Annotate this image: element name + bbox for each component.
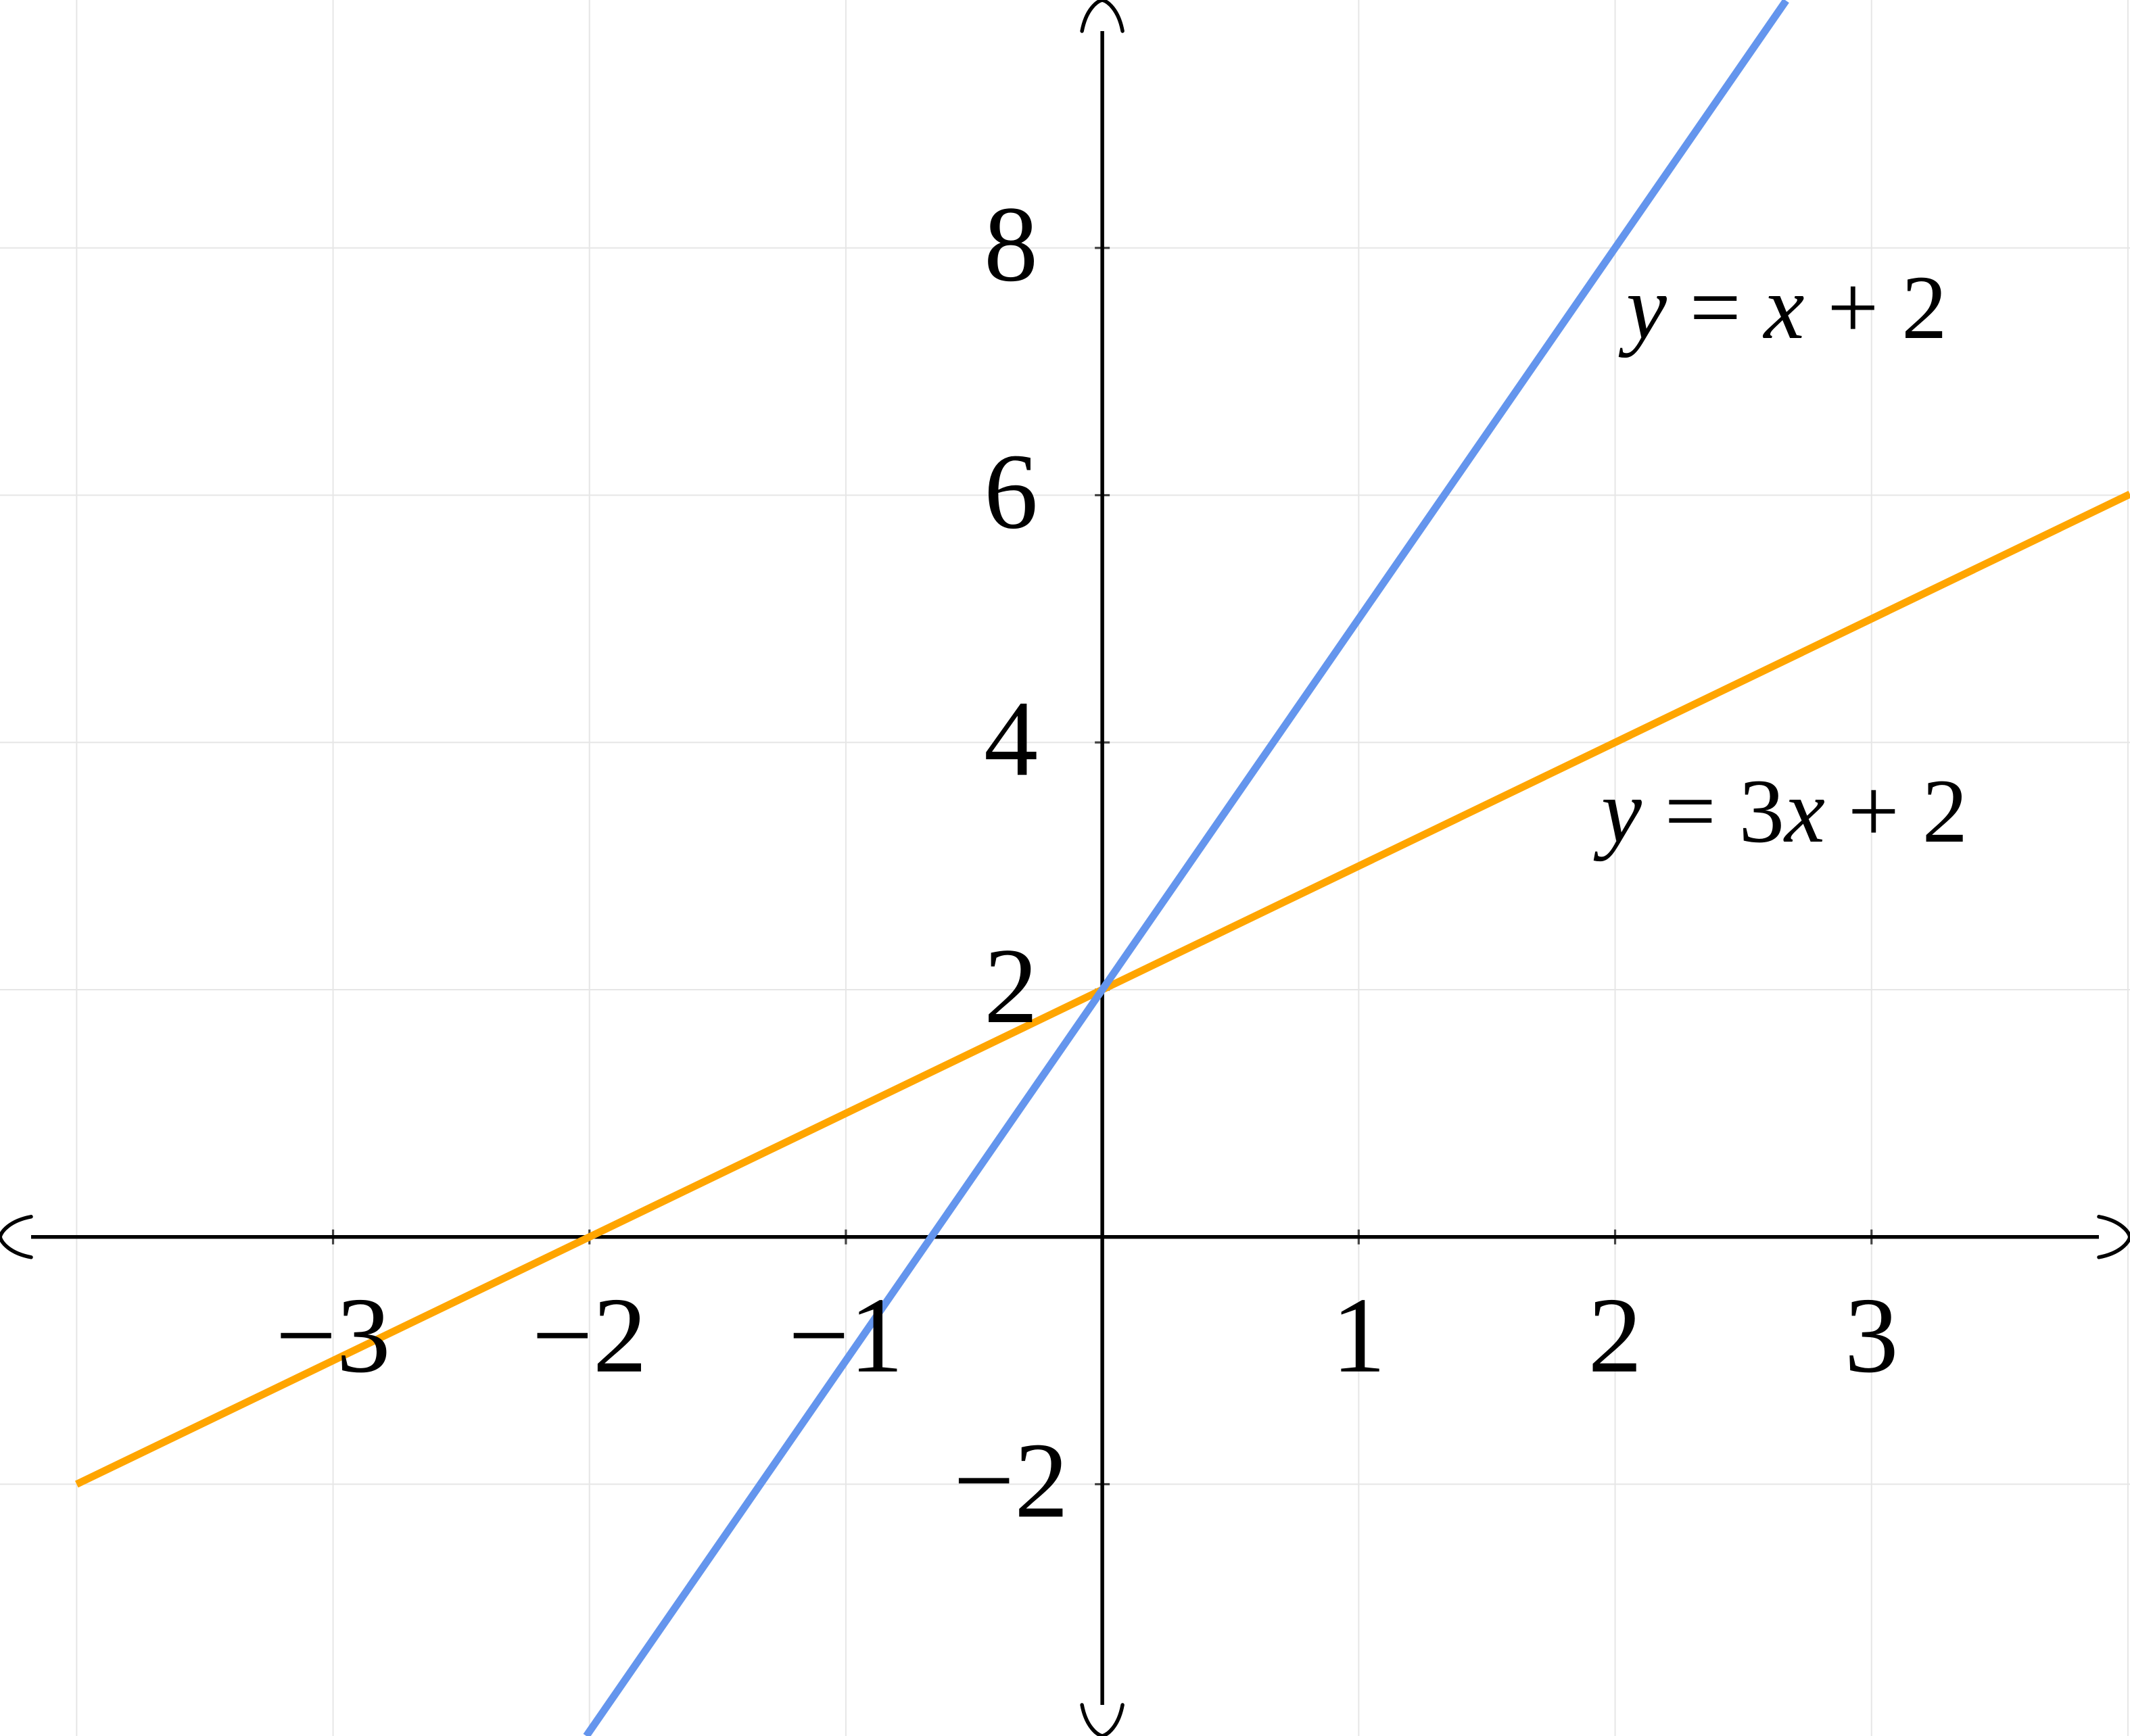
- svg-text:y = 3x + 2: y = 3x + 2: [1593, 761, 1968, 862]
- svg-text:4: 4: [984, 678, 1038, 798]
- svg-text:2: 2: [1588, 1275, 1642, 1395]
- svg-text:−2: −2: [532, 1275, 647, 1395]
- svg-text:3: 3: [1845, 1275, 1899, 1395]
- svg-text:−1: −1: [788, 1275, 903, 1395]
- svg-text:y = x + 2: y = x + 2: [1618, 258, 1947, 358]
- svg-text:6: 6: [984, 431, 1038, 552]
- svg-text:−3: −3: [275, 1275, 390, 1395]
- svg-text:2: 2: [984, 925, 1038, 1046]
- svg-text:1: 1: [1331, 1275, 1386, 1395]
- svg-text:−2: −2: [953, 1420, 1068, 1541]
- svg-text:8: 8: [984, 184, 1038, 304]
